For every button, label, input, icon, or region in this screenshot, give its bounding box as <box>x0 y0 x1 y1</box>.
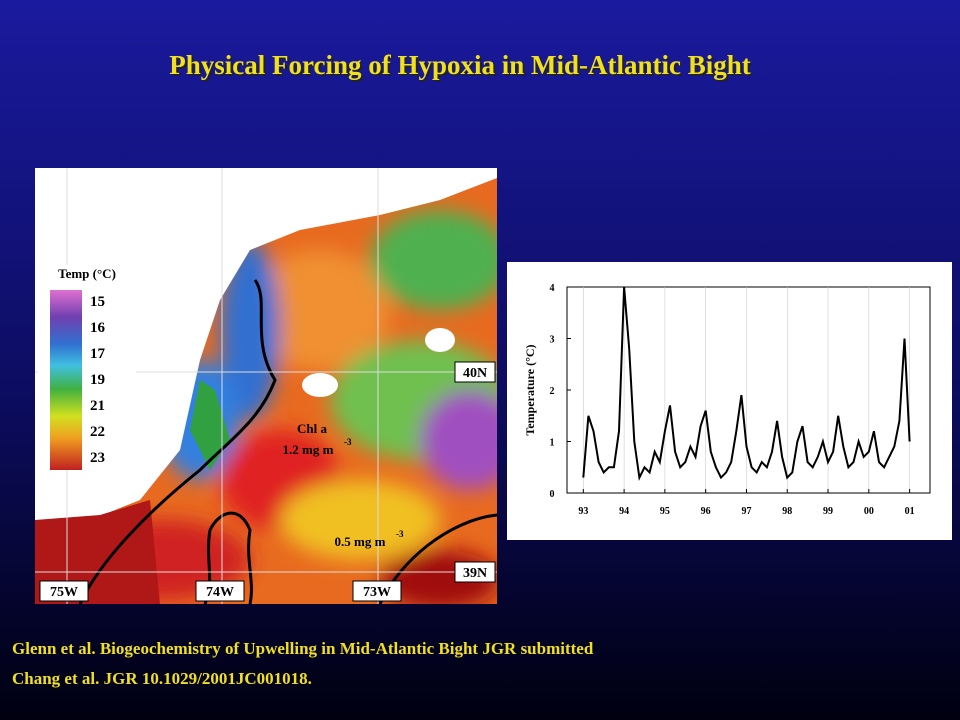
legend-label: 23 <box>90 450 105 466</box>
lon-label: 73W <box>363 585 391 600</box>
y-tick-label: 3 <box>550 335 555 346</box>
x-tick-label: 95 <box>660 506 670 517</box>
lat-label: 40N <box>463 366 487 381</box>
contour-exponent: -3 <box>344 437 352 447</box>
label-box <box>352 580 402 602</box>
x-tick-label: 97 <box>741 506 751 517</box>
contour-value: 0.5 mg m <box>335 534 386 549</box>
legend-title: Temp (°C) <box>58 266 116 281</box>
map-labels: 75W 74W 73W 40N 39N Chl a 1.2 mg m -3 0.… <box>39 361 496 602</box>
lon-label: 75W <box>50 585 78 600</box>
label-box <box>454 561 496 583</box>
legend-label: 16 <box>90 320 106 336</box>
y-tick-label: 4 <box>550 283 555 294</box>
label-box <box>39 580 89 602</box>
contour-name: Chl a <box>297 421 327 436</box>
chart-panel <box>507 262 952 540</box>
label-box <box>195 580 245 602</box>
legend-labels: 15 16 17 19 21 22 23 <box>90 294 106 466</box>
contour-exponent: -3 <box>396 529 404 539</box>
x-tick-label: 96 <box>701 506 711 517</box>
title-shadow: Physical Forcing of Hypoxia in Mid-Atlan… <box>171 52 753 82</box>
lat-label: 39N <box>463 566 487 581</box>
footer-line: Chang et al. JGR 10.1029/2001JC001018. <box>12 669 312 688</box>
lon-label: 74W <box>206 585 234 600</box>
color-bar <box>50 290 82 470</box>
x-tick-label: 99 <box>823 506 833 517</box>
temperature-line <box>582 286 911 481</box>
legend-label: 19 <box>90 372 105 388</box>
label-box <box>454 361 496 383</box>
x-tick-label: 94 <box>619 506 629 517</box>
x-tick-label: 01 <box>905 506 915 517</box>
title: Physical Forcing of Hypoxia in Mid-Atlan… <box>169 50 751 80</box>
x-tick-label: 93 <box>578 506 588 517</box>
y-tick-label: 1 <box>550 438 555 449</box>
satellite-map <box>35 168 497 604</box>
legend-label: 21 <box>90 398 105 414</box>
y-tick-label: 2 <box>550 386 555 397</box>
x-tick-label: 00 <box>864 506 874 517</box>
legend-label: 15 <box>90 294 105 310</box>
y-axis-label: Temperature (°C) <box>523 344 537 435</box>
x-tick-label: 98 <box>782 506 792 517</box>
legend-label: 22 <box>90 424 105 440</box>
footer-line: Glenn et al. Biogeochemistry of Upwellin… <box>12 639 594 658</box>
y-tick-label: 0 <box>550 489 555 500</box>
contour-value: 1.2 mg m <box>283 442 334 457</box>
legend-label: 17 <box>90 346 106 362</box>
